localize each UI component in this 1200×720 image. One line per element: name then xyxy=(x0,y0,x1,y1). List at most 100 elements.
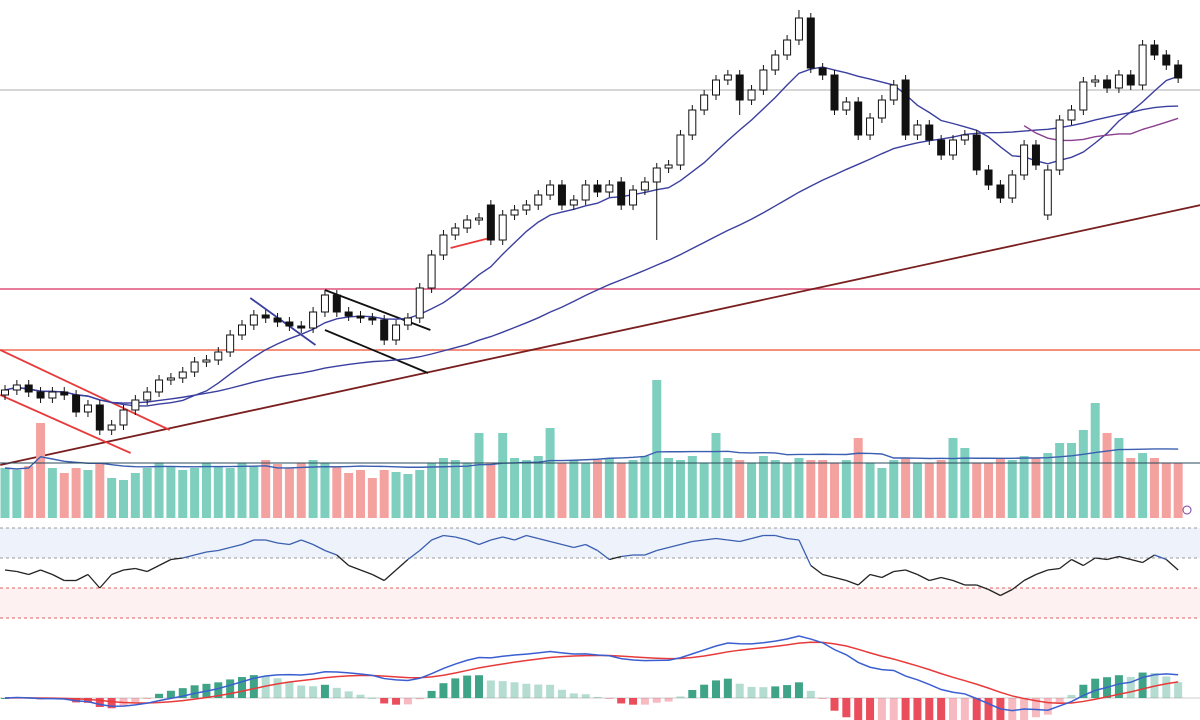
settings-dot-icon[interactable] xyxy=(1182,505,1192,515)
candle-body xyxy=(925,124,934,141)
price-panel xyxy=(0,10,1200,466)
volume-bar xyxy=(237,463,247,518)
macd-histogram-bar xyxy=(273,678,282,698)
trend-line xyxy=(0,394,131,454)
rsi-line-segment xyxy=(1047,567,1060,571)
rsi-line-segment xyxy=(419,539,433,551)
rsi-line-segment xyxy=(715,537,728,541)
candle xyxy=(463,215,472,233)
rsi-line-segment xyxy=(1154,554,1167,561)
candle xyxy=(1162,50,1171,70)
candle xyxy=(190,357,199,377)
candle xyxy=(522,200,531,215)
candle-body xyxy=(960,134,969,141)
macd-histogram-bar xyxy=(143,698,152,699)
volume-average-line xyxy=(4,448,1179,470)
candle-body xyxy=(415,287,424,319)
volume-bar xyxy=(379,470,389,518)
volume-bar xyxy=(166,466,176,518)
candle-body xyxy=(1162,54,1171,66)
candle xyxy=(320,290,329,317)
macd-histogram-bar xyxy=(155,693,164,698)
rsi-line-segment xyxy=(526,534,539,540)
volume-bar xyxy=(830,463,839,518)
candle-body xyxy=(95,404,104,431)
candle-body xyxy=(889,84,898,101)
rsi-line-segment xyxy=(668,543,681,549)
candle xyxy=(640,177,649,195)
volume-bar xyxy=(178,470,188,518)
macd-histogram-bar xyxy=(581,694,590,698)
volume-bar xyxy=(59,473,69,518)
rsi-line-segment xyxy=(514,534,527,541)
volume-bar xyxy=(640,456,650,518)
volume-bar xyxy=(1138,453,1148,518)
macd-histogram-bar xyxy=(403,698,412,705)
candle xyxy=(949,135,957,160)
macd-histogram-bar xyxy=(190,685,199,698)
rsi-line-segment xyxy=(1165,559,1179,571)
volume-bar xyxy=(427,463,437,518)
macd-histogram-bar xyxy=(166,690,175,698)
rsi-line-segment xyxy=(99,574,113,589)
rsi-line-segment xyxy=(1095,557,1108,561)
macd-histogram-bar xyxy=(368,697,377,699)
candle-body xyxy=(1,389,9,396)
candle xyxy=(155,375,164,397)
candle-body xyxy=(664,164,673,169)
rsi-line-segment xyxy=(692,539,705,543)
rsi-line-segment xyxy=(158,558,172,567)
macd-histogram-bar xyxy=(913,698,922,720)
macd-histogram-bar xyxy=(1091,678,1100,698)
candle xyxy=(392,320,401,345)
candle xyxy=(368,313,377,325)
volume-bar xyxy=(296,463,306,518)
candle-body xyxy=(1067,109,1076,121)
candle xyxy=(534,190,543,210)
macd-histogram-bar xyxy=(285,681,294,698)
candle xyxy=(806,13,815,73)
volume-bar xyxy=(36,423,46,518)
volume-bar xyxy=(687,456,697,518)
rsi-line-segment xyxy=(988,588,1001,597)
rsi-lower-band xyxy=(0,588,1200,618)
candle-body xyxy=(1150,44,1159,56)
candle-body xyxy=(439,234,448,256)
rsi-line-segment xyxy=(312,543,326,552)
macd-histogram-bar xyxy=(652,698,661,703)
macd-histogram-bar xyxy=(1079,684,1088,698)
candle xyxy=(344,307,353,321)
candle xyxy=(486,200,495,245)
volume-bar xyxy=(747,463,757,518)
candle-body xyxy=(60,391,69,396)
volume-bar xyxy=(912,463,922,518)
rsi-line-segment xyxy=(443,534,456,538)
candle-body xyxy=(190,361,199,373)
macd-histogram-bar xyxy=(569,693,578,698)
candle xyxy=(889,80,898,105)
volume-bar xyxy=(557,463,567,518)
candle-body xyxy=(143,391,152,401)
rsi-line-segment xyxy=(1130,558,1143,564)
macd-histogram-bar xyxy=(320,684,329,698)
macd-histogram-bar xyxy=(486,680,495,698)
rsi-panel xyxy=(0,527,1200,619)
volume-bar xyxy=(1126,458,1136,518)
volume-bar xyxy=(770,460,780,518)
candle-body xyxy=(688,109,697,136)
candle-body xyxy=(652,167,661,183)
macd-histogram-bar xyxy=(309,686,318,698)
candle-body xyxy=(996,184,1005,199)
macd-histogram-bar xyxy=(439,683,448,698)
candle-body xyxy=(937,139,946,156)
candle-body xyxy=(1114,74,1123,89)
candle-body xyxy=(1043,169,1052,216)
candle xyxy=(24,380,33,397)
macd-histogram-bar xyxy=(783,685,792,698)
candle xyxy=(107,420,116,435)
candle-body xyxy=(984,169,993,186)
volume-bar xyxy=(403,474,413,518)
candle-body xyxy=(1079,81,1088,111)
moving-average-line xyxy=(4,66,1179,407)
candle xyxy=(866,113,875,140)
